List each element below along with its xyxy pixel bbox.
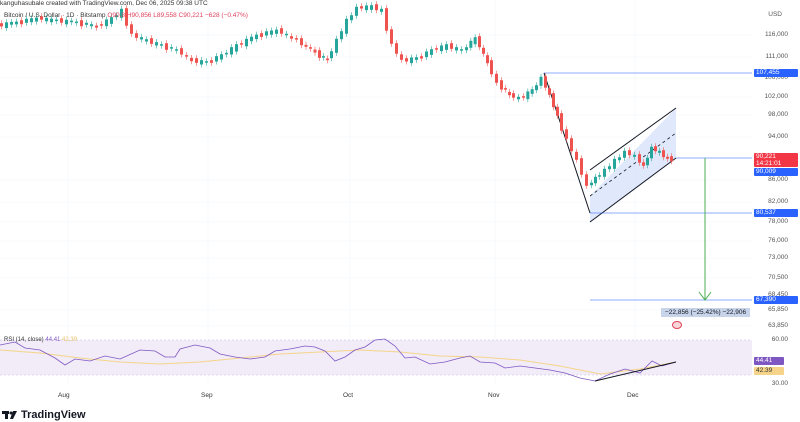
flag-icon [672,321,682,329]
chart-credit: kanguhasubale created with TradingView.c… [0,0,208,7]
grid [0,0,752,385]
tradingview-logo[interactable]: TradingView [2,409,86,421]
price-tick: 102,000 [764,93,789,100]
rsi-legend[interactable]: RSI (14, close) 44.41 42.39 [4,337,77,343]
price-tick: 82,000 [768,198,788,205]
symbol-name: Bitcoin / U.S. Dollar · 1D · Bitstamp [4,12,106,19]
target-price-tag: 67,390 [754,296,798,304]
currency-label[interactable]: USD [768,11,782,18]
price-tick: 116,000 [764,31,788,38]
drop-trendline[interactable] [543,72,591,214]
time-tick-sep: Sep [201,392,213,399]
symbol-legend[interactable]: Bitcoin / U.S. Dollar · 1D · Bitstamp O9… [4,12,248,19]
rsi-title: RSI (14, close) [4,337,44,343]
last-price-tag: 90,221 14:21:01 [754,153,798,167]
support-price-tag: 80,537 [754,209,798,217]
ohlc-high: H90,856 [126,12,152,19]
rsi-line [0,338,677,382]
target-arrow[interactable] [698,158,712,301]
price-tick: 65,850 [768,306,788,313]
ohlc-open: O90,8 [107,12,126,19]
resistance-price-tag: 107,455 [754,69,798,77]
brand-name: TradingView [21,409,86,421]
price-tick: 63,850 [768,322,788,329]
rsi-value: 44.41 [45,337,61,343]
last-price: 90,221 [756,153,776,160]
price-tick: 70,500 [768,274,788,281]
price-tick: 94,000 [768,133,788,140]
rsi-tick-60: 60.00 [771,336,788,343]
price-tick: 86,000 [768,176,788,183]
candlesticks [0,1,673,189]
ohlc-low: L89,558 [153,12,177,19]
ohlc-change: −628 (−0.47%) [204,12,248,19]
rsi-tick-30: 30.00 [771,380,788,387]
bar-countdown: 14:21:01 [756,160,782,167]
price-pane[interactable] [0,0,752,400]
ohlc-close: C90,221 [178,12,204,19]
rsi-value-tag: 44.41 [754,357,784,365]
price-tick: 73,000 [768,254,788,261]
time-tick-aug: Aug [58,392,70,399]
time-tick-dec: Dec [627,392,639,399]
rsi-ma-line [0,349,677,375]
price-tick: 106,000 [764,74,789,81]
rsi-pane [0,338,752,382]
time-tick-oct: Oct [343,392,354,399]
price-tick: 68,450 [768,291,788,298]
mid-price-tag: 90,009 [754,168,798,176]
rsi-divergence-line [594,361,677,382]
rsi-ma-tag: 42.39 [754,367,784,375]
measure-label[interactable]: −22,856 (−25.42%) −22,906 [661,308,751,317]
price-tick: 76,000 [768,237,788,244]
tradingview-logo-icon [2,411,17,419]
price-tick: 111,000 [765,53,788,60]
rsi-ma-value: 42.39 [62,337,78,343]
price-tick: 98,000 [768,111,788,118]
rising-channel[interactable] [590,108,676,222]
price-tick: 78,000 [768,218,788,225]
time-tick-nov: Nov [488,392,500,399]
